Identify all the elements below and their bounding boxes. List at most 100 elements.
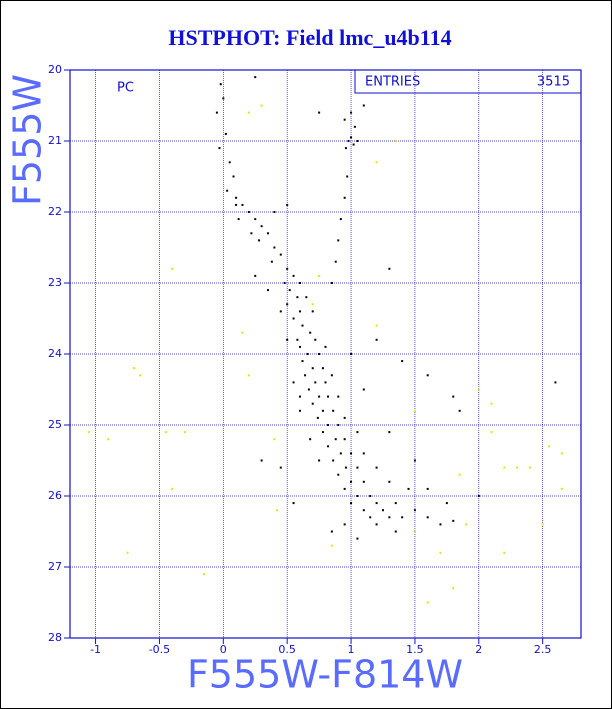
point [362,452,365,455]
point [352,143,355,146]
point [350,452,353,455]
point [330,530,333,533]
point [516,466,519,469]
point [307,388,310,391]
point [88,431,91,434]
point [296,296,299,299]
point [343,523,346,526]
point [413,509,416,512]
x-tick-label: -1 [90,643,101,656]
point [314,338,317,341]
point [226,189,229,192]
point [222,97,225,100]
point [275,509,278,512]
point [203,573,206,576]
point [171,267,174,270]
point [309,438,312,441]
point [350,111,353,114]
point [347,140,350,142]
point [311,367,314,370]
point [362,480,365,483]
point [339,218,342,221]
y-tick-label: 23 [48,276,62,289]
point [279,253,282,256]
y-tick-label: 22 [48,205,62,218]
point [254,274,257,277]
point [237,218,240,221]
point [413,409,416,412]
point [426,601,429,604]
point [324,345,327,348]
point [107,438,110,441]
point [321,367,324,370]
point [298,282,301,284]
point [260,225,263,228]
point [339,452,342,455]
point [314,381,317,384]
point [321,431,324,434]
y-tick-label: 25 [48,418,62,431]
point [270,260,273,263]
point [343,118,346,121]
point [139,374,142,377]
point [350,353,353,355]
point [318,353,321,355]
point [388,267,391,270]
point [219,83,222,86]
point [458,409,461,412]
point [490,402,493,405]
point [375,161,378,164]
point [554,381,557,384]
point [267,289,270,292]
point [311,303,314,306]
point [343,438,346,441]
point [350,136,353,139]
y-tick-label: 21 [48,134,62,147]
point [369,495,372,497]
point [298,310,301,313]
point [394,530,397,533]
point [247,211,250,213]
point [292,381,295,384]
point [301,360,304,363]
plot-frame [69,69,582,639]
point [334,260,337,263]
x-tick-label: 0 [220,643,227,656]
point [218,147,221,150]
point [334,438,337,441]
point [445,502,448,505]
point [316,416,319,419]
point [503,466,506,469]
point [247,111,250,114]
point [413,530,416,533]
point [337,395,340,398]
point [327,445,330,448]
point [298,345,301,348]
point [337,239,340,242]
point [183,431,186,434]
point [458,473,461,476]
point [241,331,244,334]
point [369,516,372,519]
point [452,519,455,522]
point [305,296,308,299]
point [413,459,416,462]
point [356,495,359,497]
point [426,487,429,490]
point [407,487,410,490]
point [292,274,295,277]
x-tick-label: -0.5 [149,643,170,656]
x-tick-label: 1 [348,643,355,656]
x-tick-label: 2 [475,643,482,656]
point [344,147,347,150]
point [356,537,359,540]
point [388,516,391,519]
point [286,303,289,306]
point [394,502,397,505]
point [306,353,309,355]
point [273,246,276,249]
x-tick-label: 2.5 [534,643,552,656]
point [267,232,270,235]
point [132,367,135,370]
